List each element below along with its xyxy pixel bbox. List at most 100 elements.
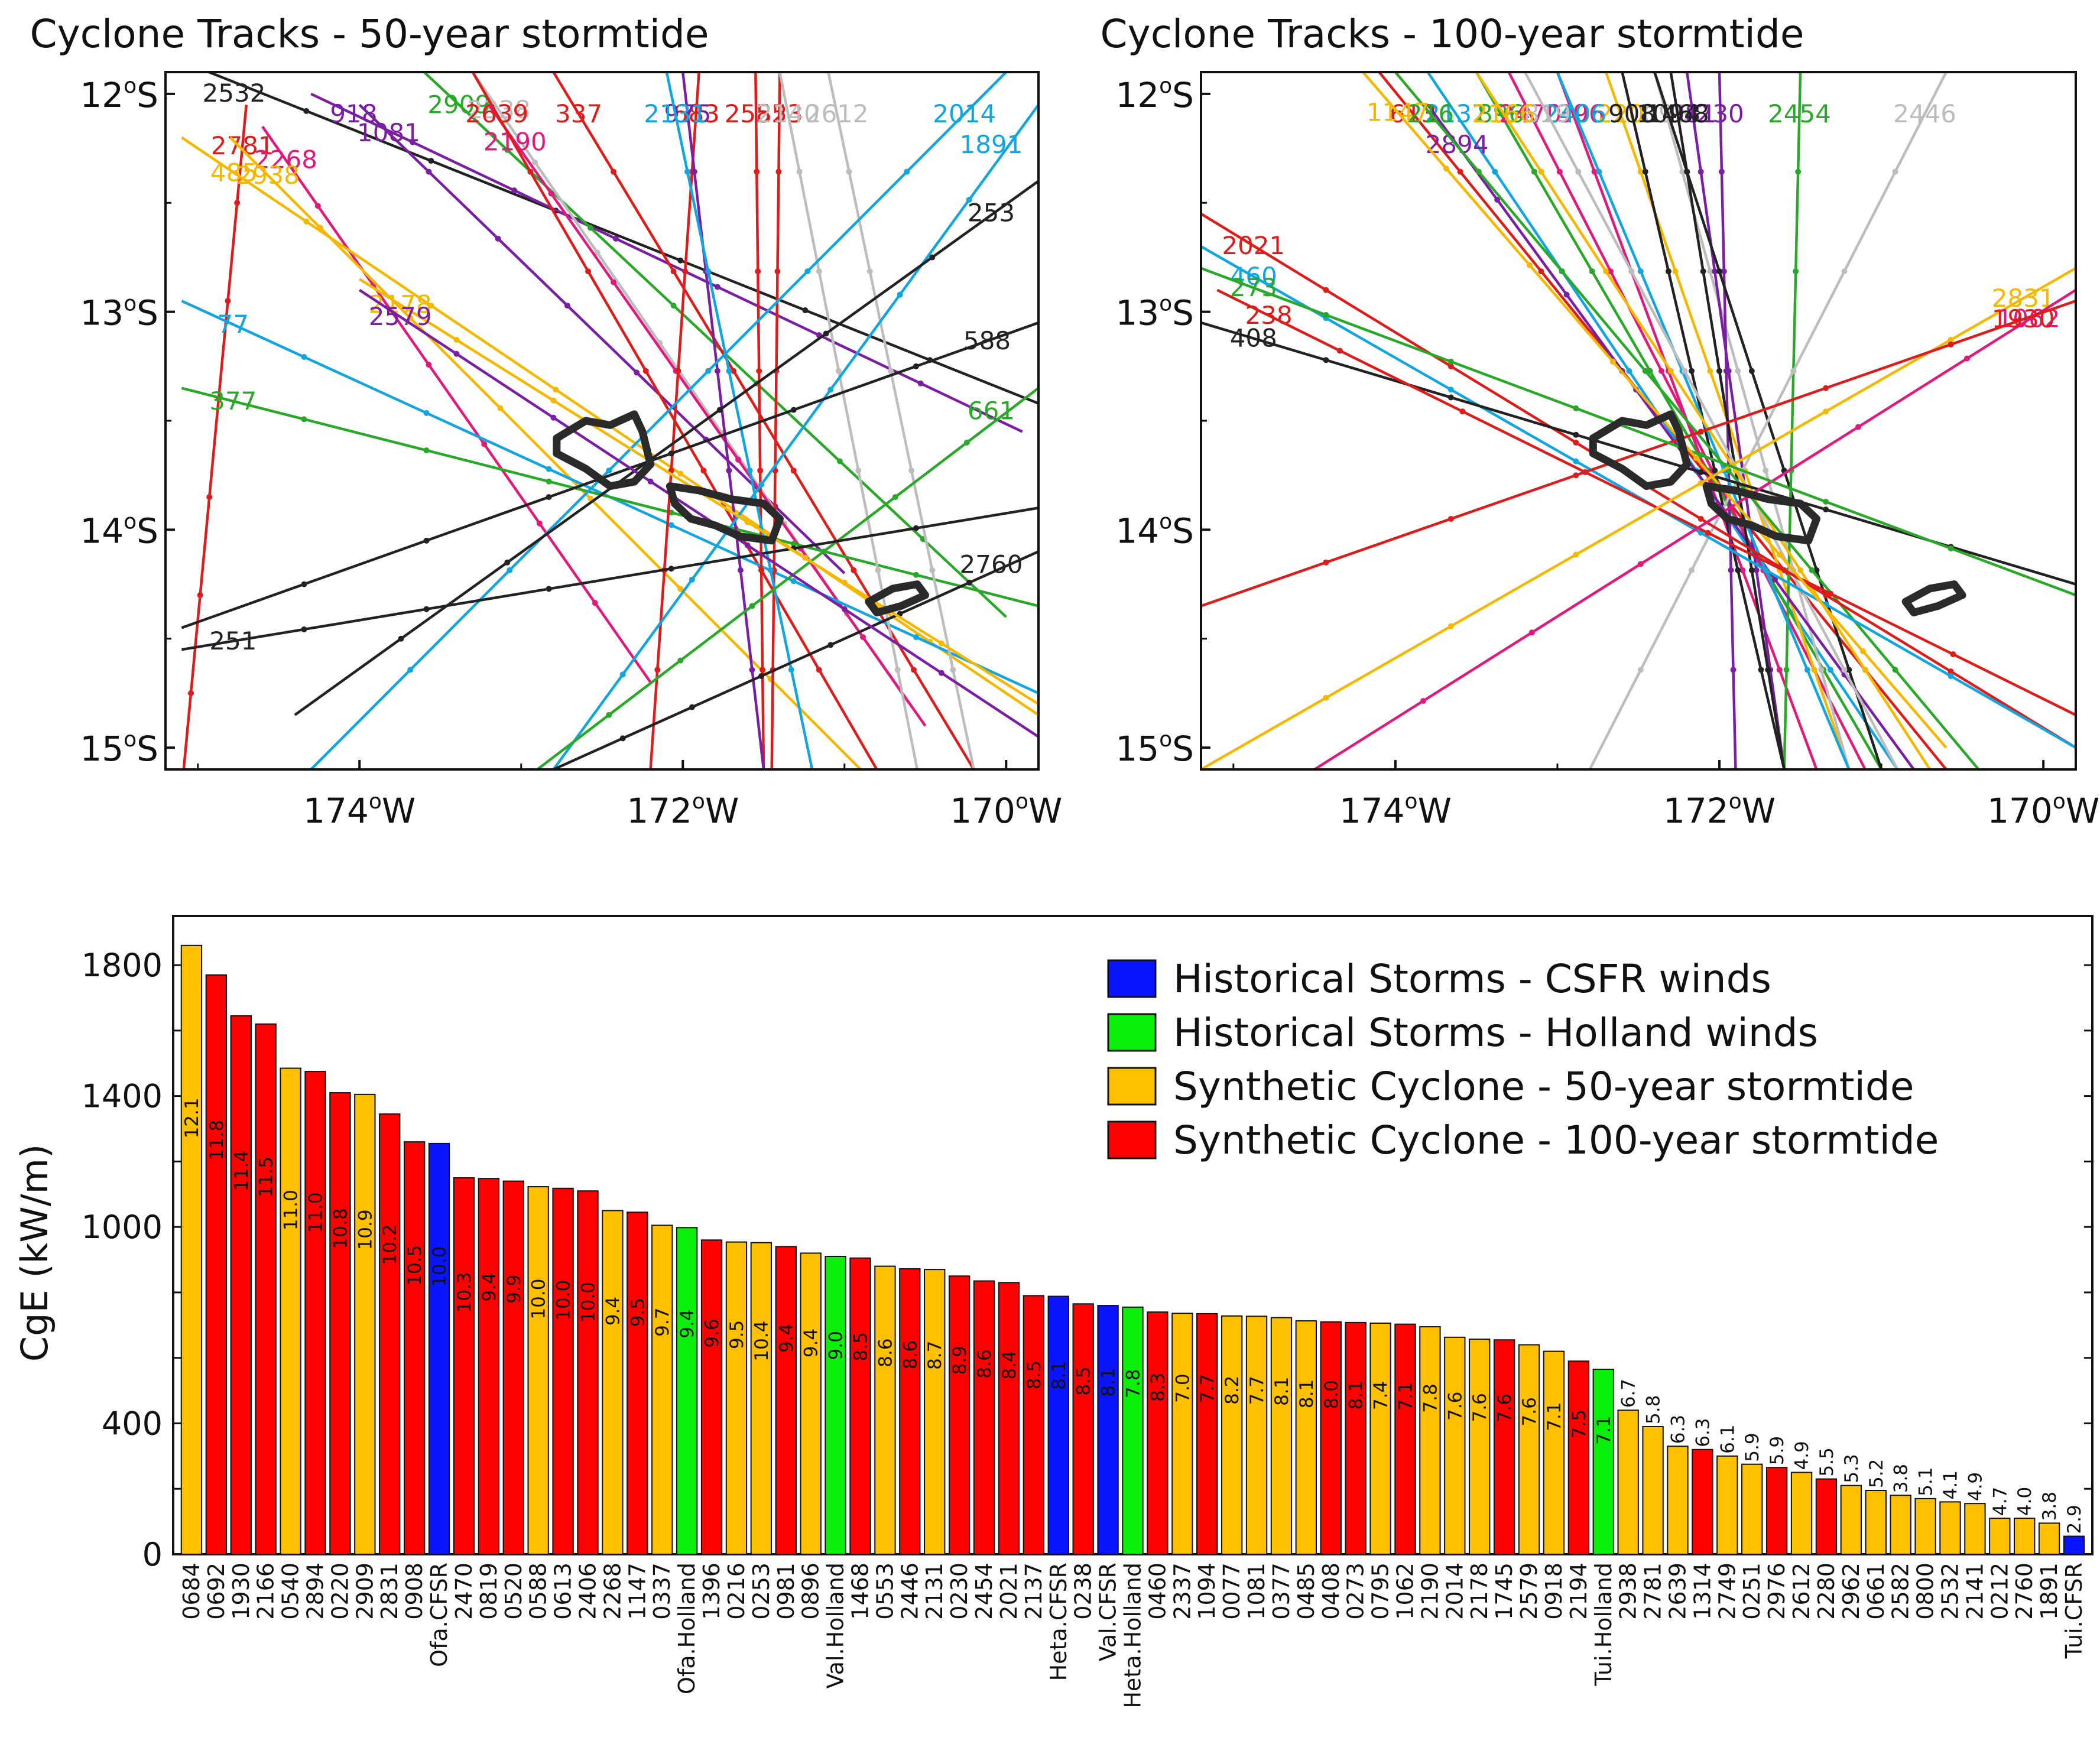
track-marker [675, 368, 681, 374]
track-marker [758, 481, 765, 488]
track-marker [587, 225, 593, 231]
bar-legend: Historical Storms - CSFR winds Historical… [1107, 956, 1939, 1163]
bar-value-label: 9.4 [677, 1309, 698, 1338]
track-label: 230 [1697, 99, 1744, 128]
track-label: 896 [1477, 99, 1524, 128]
bar-value-label: 4.7 [1989, 1487, 2011, 1516]
track-553 [770, 72, 781, 769]
x-category-label: 2962 [1838, 1563, 1864, 1620]
track-label: 238 [1245, 301, 1292, 330]
track-marker [634, 369, 640, 376]
bar [1914, 1498, 1936, 1555]
bar [899, 1268, 921, 1555]
bar-value-label: 8.9 [949, 1346, 971, 1375]
x-category-label: 2446 [897, 1563, 923, 1620]
bar-value-label: 9.5 [726, 1320, 748, 1349]
bar [255, 1023, 277, 1555]
track-label: 1094 [1637, 99, 1700, 128]
track-marker [410, 139, 416, 145]
track-marker [301, 581, 307, 587]
track-marker [816, 667, 822, 673]
bar-value-label: 7.8 [1123, 1369, 1144, 1398]
x-category-label: 0692 [203, 1563, 229, 1620]
bar-value-label: 7.7 [1247, 1376, 1268, 1405]
x-category-label: 2760 [2011, 1563, 2037, 1620]
track-695 [1653, 72, 1851, 769]
track-marker [1948, 341, 1954, 347]
bar [1047, 1295, 1069, 1555]
track-marker [423, 410, 430, 416]
bar [329, 1092, 351, 1555]
track-marker [796, 168, 803, 175]
x-category-label: 0520 [501, 1563, 527, 1620]
bar-value-label: 8.7 [924, 1341, 946, 1370]
bar [280, 1067, 301, 1555]
track-marker [423, 606, 430, 612]
track-label: 2582 [725, 99, 788, 128]
track-label: 77 [218, 310, 249, 339]
track-marker [426, 362, 432, 368]
track-marker [1712, 467, 1718, 474]
track-label: 2140 [757, 99, 820, 128]
track-label: 908 [1608, 99, 1656, 128]
bar [527, 1186, 549, 1555]
track-marker [1823, 506, 1829, 513]
bar [1122, 1306, 1144, 1555]
track-marker [553, 386, 559, 393]
track-marker [1735, 368, 1741, 374]
track-marker [1697, 515, 1704, 522]
track-marker [594, 249, 601, 256]
x-tick-label: 174oW [1339, 790, 1452, 831]
x-category-label: 2894 [303, 1563, 329, 1620]
track-label: 2131 [644, 99, 707, 128]
legend-swatch [1107, 1013, 1157, 1052]
track-2454 [1783, 72, 1802, 769]
track-marker [423, 447, 430, 454]
track-marker [654, 667, 661, 673]
x-category-label: 0408 [1318, 1563, 1344, 1620]
track-marker [303, 108, 310, 114]
track-marker [1323, 311, 1329, 318]
bar-value-label: 3.8 [2039, 1492, 2060, 1521]
track-marker [677, 657, 684, 664]
island-coastline [1901, 580, 1966, 616]
track-2131 [665, 72, 814, 769]
track-marker [929, 254, 936, 261]
bar-value-label: 11.4 [231, 1151, 252, 1191]
x-category-label: 0377 [1268, 1563, 1294, 1620]
track-2446 [1588, 72, 1948, 769]
bar-value-label: 4.0 [2014, 1487, 2036, 1516]
x-category-label: 0661 [1863, 1563, 1889, 1620]
track-marker [426, 168, 432, 175]
track-marker [757, 467, 764, 474]
legend-swatch [1107, 1120, 1157, 1159]
bar-value-label: 7.7 [1197, 1374, 1218, 1403]
track-marker [612, 235, 619, 242]
track-377 [181, 386, 1038, 608]
bar [428, 1142, 450, 1555]
track-marker [398, 635, 404, 642]
bar-plot-area: 0 400 1000 1400 1800 12.1 0684 11.8 0692 11.4 1930… [82, 915, 2093, 1708]
track-marker [726, 368, 732, 374]
track-marker [507, 567, 513, 573]
track-label: 1468 [1646, 99, 1709, 128]
x-category-label: Val.Holland [823, 1563, 849, 1688]
track-marker [735, 456, 742, 463]
track-marker [1776, 551, 1783, 558]
track-label: 2579 [369, 302, 432, 331]
bar [478, 1178, 500, 1555]
x-category-label: 2938 [1615, 1563, 1641, 1620]
x-category-label: 0795 [1368, 1563, 1394, 1620]
map-title-100-year: Cyclone Tracks - 100-year stormtide [1101, 11, 1804, 57]
track-1930 [1201, 300, 2076, 608]
track-marker [1763, 467, 1769, 474]
bar-value-label: 3.8 [1891, 1464, 1912, 1493]
track-marker [1707, 368, 1713, 374]
track-marker [1823, 498, 1829, 505]
bar [1369, 1322, 1391, 1555]
track-marker [187, 690, 194, 696]
x-category-label: 2141 [1962, 1563, 1988, 1620]
track-marker [1556, 168, 1563, 175]
bar [1617, 1409, 1639, 1555]
